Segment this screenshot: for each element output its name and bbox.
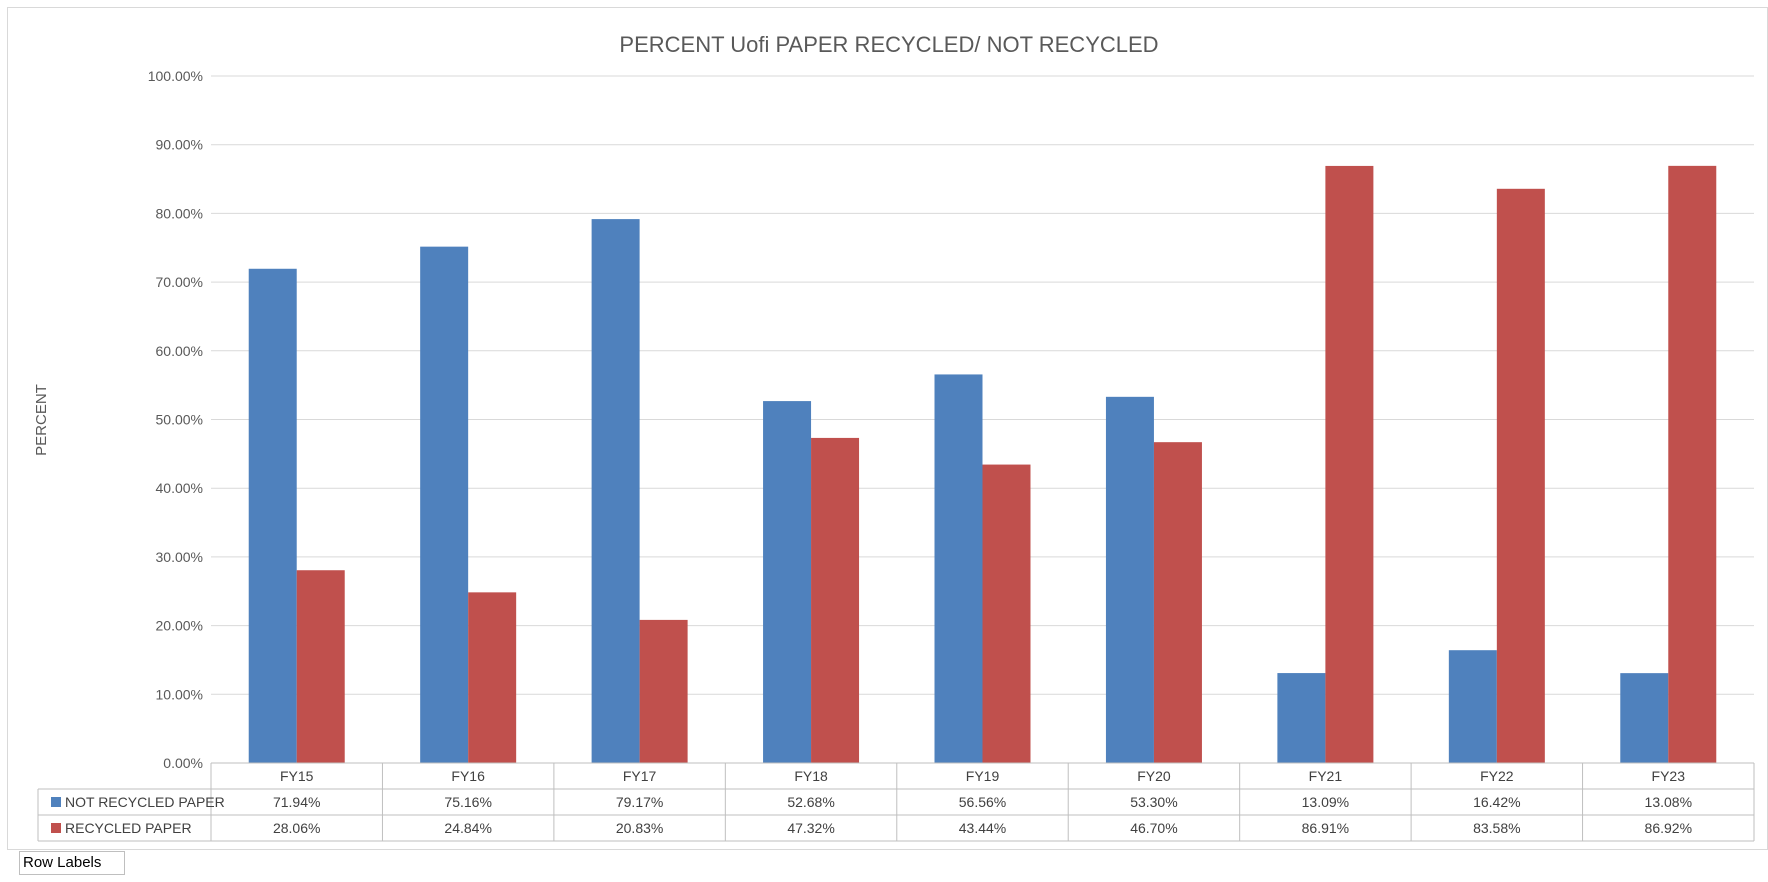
bar-chart: PERCENT Uofi PAPER RECYCLED/ NOT RECYCLE… xyxy=(33,32,1755,842)
bar-recycled-fy23 xyxy=(1668,165,1717,763)
data-label: 13.08% xyxy=(1645,794,1692,810)
bar-recycled-fy20 xyxy=(1153,442,1202,763)
bar-not-recycled-fy22 xyxy=(1448,650,1497,763)
y-tick-label: 40.00% xyxy=(156,480,203,496)
bar-recycled-fy21 xyxy=(1325,165,1374,764)
y-tick-label: 100.00% xyxy=(148,68,203,84)
category-label: FY15 xyxy=(280,768,314,784)
bar-not-recycled-fy19 xyxy=(934,374,983,763)
category-label: FY18 xyxy=(794,768,828,784)
category-label: FY20 xyxy=(1137,768,1171,784)
chart-frame: PERCENT Uofi PAPER RECYCLED/ NOT RECYCLE… xyxy=(7,7,1768,850)
y-axis-title: PERCENT xyxy=(33,384,50,456)
data-label: 28.06% xyxy=(273,820,320,836)
series-name: RECYCLED PAPER xyxy=(65,820,192,836)
bar-not-recycled-fy21 xyxy=(1277,673,1326,763)
bars xyxy=(248,165,1717,764)
category-label: FY16 xyxy=(451,768,485,784)
bar-recycled-fy16 xyxy=(468,592,517,763)
bar-not-recycled-fy16 xyxy=(420,246,469,763)
data-label: 46.70% xyxy=(1130,820,1177,836)
bar-recycled-fy18 xyxy=(811,437,860,763)
row-labels-button[interactable]: Row Labels xyxy=(19,851,125,875)
y-tick-label: 70.00% xyxy=(156,274,203,290)
data-label: 47.32% xyxy=(787,820,834,836)
data-label: 13.09% xyxy=(1302,794,1349,810)
data-label: 24.84% xyxy=(444,820,491,836)
category-label: FY22 xyxy=(1480,768,1514,784)
data-table: FY15 FY16 FY17 FY18 FY19 FY20 FY21 FY22 FY23 NOT … xyxy=(37,762,1755,842)
bar-not-recycled-fy17 xyxy=(591,219,640,763)
data-label: 79.17% xyxy=(616,794,663,810)
data-label: 86.91% xyxy=(1302,820,1349,836)
data-label: 56.56% xyxy=(959,794,1006,810)
y-tick-label: 80.00% xyxy=(156,205,203,221)
chart-title: PERCENT Uofi PAPER RECYCLED/ NOT RECYCLE… xyxy=(619,32,1158,57)
data-label: 83.58% xyxy=(1473,820,1520,836)
bar-not-recycled-fy20 xyxy=(1105,396,1154,763)
data-label: 75.16% xyxy=(444,794,491,810)
data-label: 16.42% xyxy=(1473,794,1520,810)
legend-key-recycled xyxy=(51,823,61,833)
bar-recycled-fy15 xyxy=(296,570,345,763)
y-axis-ticks: 0.00% 10.00% 20.00% 30.00% 40.00% 50.00% 60.00… xyxy=(148,68,203,771)
data-label: 53.30% xyxy=(1130,794,1177,810)
category-label: FY21 xyxy=(1309,768,1343,784)
data-label: 43.44% xyxy=(959,820,1006,836)
y-tick-label: 0.00% xyxy=(163,755,203,771)
bar-not-recycled-fy15 xyxy=(248,268,297,763)
y-tick-label: 90.00% xyxy=(156,137,203,153)
y-tick-label: 20.00% xyxy=(156,618,203,634)
y-tick-label: 50.00% xyxy=(156,412,203,428)
data-label: 86.92% xyxy=(1645,820,1692,836)
bar-recycled-fy19 xyxy=(982,464,1031,763)
legend-key-not-recycled xyxy=(51,797,61,807)
bar-recycled-fy17 xyxy=(639,619,688,763)
data-label: 20.83% xyxy=(616,820,663,836)
bar-not-recycled-fy18 xyxy=(763,401,812,763)
bar-not-recycled-fy23 xyxy=(1620,673,1669,763)
data-label: 52.68% xyxy=(787,794,834,810)
series-name: NOT RECYCLED PAPER xyxy=(65,794,225,810)
category-label: FY19 xyxy=(966,768,1000,784)
category-label: FY23 xyxy=(1652,768,1686,784)
data-label: 71.94% xyxy=(273,794,320,810)
y-tick-label: 60.00% xyxy=(156,343,203,359)
y-tick-label: 30.00% xyxy=(156,549,203,565)
bar-recycled-fy22 xyxy=(1496,188,1545,763)
y-tick-label: 10.00% xyxy=(156,686,203,702)
category-label: FY17 xyxy=(623,768,657,784)
